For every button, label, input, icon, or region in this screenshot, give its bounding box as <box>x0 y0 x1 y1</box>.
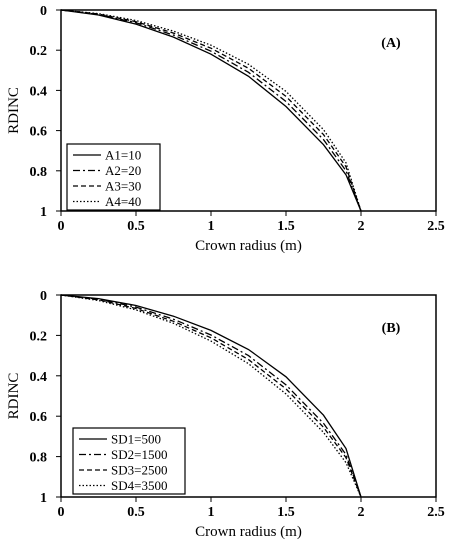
series-line-3 <box>60 9 362 212</box>
y-axis-label: RDINC <box>6 87 22 134</box>
legend-entry: A1=10 <box>105 148 141 163</box>
y-tick-label: 0 <box>40 4 47 19</box>
x-tick-label: 1.5 <box>277 505 295 520</box>
x-tick-label: 1 <box>208 505 215 520</box>
legend-entry: SD4=3500 <box>111 478 167 493</box>
x-axis-label: Crown radius (m) <box>195 238 302 254</box>
chart-panel-b: 0 0.5 1 1.5 2 2.5 0 0.2 0.4 0.6 0.8 1 Crown radius (… <box>6 289 445 540</box>
x-tick-label: 1 <box>208 219 215 234</box>
series-line-1 <box>60 9 362 212</box>
x-tick-label: 0 <box>58 219 65 234</box>
x-tick-label: 2.5 <box>427 505 445 520</box>
series-line-2 <box>60 294 362 498</box>
chart-panel-a: 0 0.5 1 1.5 2 2.5 0 0.2 0.4 0.6 0.8 1 Crown radius (… <box>6 4 445 254</box>
x-tick-label: 2 <box>358 219 365 234</box>
y-tick-label: 0.2 <box>30 329 48 344</box>
legend-entry: A2=20 <box>105 163 141 178</box>
x-axis-label: Crown radius (m) <box>195 524 302 540</box>
x-tick-label: 0.5 <box>127 219 145 234</box>
plot-area-frame <box>60 294 437 498</box>
y-tick-label: 0.6 <box>30 125 48 140</box>
plot-area-frame <box>60 9 437 212</box>
legend-entry: SD1=500 <box>111 432 161 447</box>
y-axis-label: RDINC <box>6 373 22 420</box>
y-tick-label: 0 <box>40 289 47 304</box>
legend-entry: SD2=1500 <box>111 447 167 462</box>
series-line-4 <box>60 294 362 498</box>
y-tick-label: 1 <box>40 491 47 506</box>
x-tick-label: 1.5 <box>277 219 295 234</box>
y-tick-label: 0.4 <box>30 370 48 385</box>
series-line-4 <box>60 9 362 212</box>
x-tick-label: 2.5 <box>427 219 445 234</box>
panel-label: (B) <box>382 321 401 336</box>
legend-entry: SD3=2500 <box>111 463 167 478</box>
y-tick-label: 0.4 <box>30 84 48 99</box>
x-tick-label: 2 <box>358 505 365 520</box>
x-tick-label: 0.5 <box>127 505 145 520</box>
y-tick-label: 0.2 <box>30 44 48 59</box>
panel-label: (A) <box>381 36 401 51</box>
y-tick-label: 1 <box>40 205 47 220</box>
y-tick-label: 0.6 <box>30 410 48 425</box>
legend-entry: A3=30 <box>105 179 141 194</box>
series-line-2 <box>60 9 362 212</box>
x-tick-label: 0 <box>58 505 65 520</box>
legend-entry: A4=40 <box>105 194 141 209</box>
series-line-3 <box>60 294 362 498</box>
series-line-1 <box>60 294 362 498</box>
y-tick-label: 0.8 <box>30 451 48 466</box>
y-tick-label: 0.8 <box>30 165 48 180</box>
